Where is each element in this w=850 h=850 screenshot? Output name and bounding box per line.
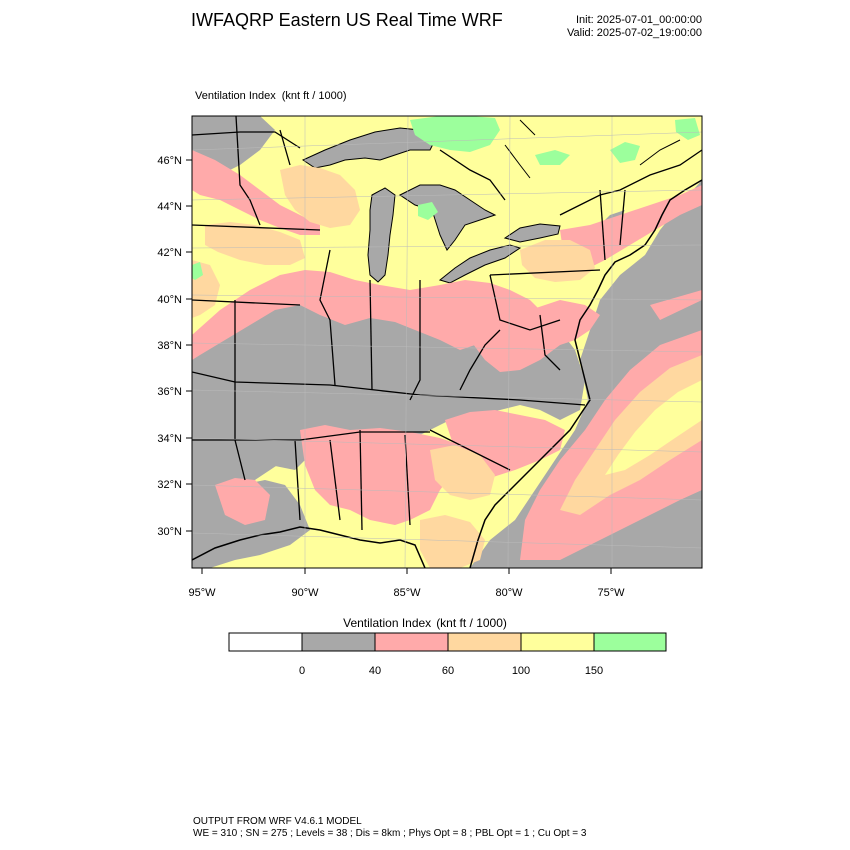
gray-zone-sw-ms [250, 425, 310, 470]
map-frame [191, 115, 703, 569]
lat-ticks [186, 159, 192, 532]
lon-label-90: 90°W [291, 587, 319, 599]
colorbar-swatch-3 [374, 632, 449, 652]
model-footer: OUTPUT FROM WRF V4.6.1 MODEL WE = 310 ; … [193, 816, 586, 840]
colorbar-tick-40: 40 [369, 665, 381, 677]
colorbar-tick-100: 100 [512, 665, 530, 677]
lon-label-75: 75°W [597, 587, 625, 599]
canada-border [192, 131, 702, 216]
lat-labels: 46°N 44°N 42°N 40°N 38°N 36°N 34°N 32°N … [157, 155, 182, 538]
map-field-label: Ventilation Index (knt ft / 1000) [195, 90, 347, 102]
colorbar-field-name: Ventilation Index [343, 616, 432, 630]
orange-zone-iowa [205, 222, 305, 265]
colorbar [228, 632, 667, 652]
lon-label-95: 95°W [188, 587, 216, 599]
green-zone-quebec [610, 142, 640, 163]
lon-label-85: 85°W [393, 587, 421, 599]
orange-zone-georgia [430, 445, 495, 500]
lake-huron [399, 184, 497, 251]
colorbar-tick-0: 0 [299, 665, 305, 677]
lake-erie [438, 244, 522, 284]
init-time: Init: 2025-07-01_00:00:00 [576, 14, 702, 26]
lat-label-46: 46°N [157, 155, 182, 167]
lat-label-34: 34°N [157, 433, 182, 445]
colorbar-swatch-6 [593, 632, 667, 652]
colorbar-swatch-2 [301, 632, 376, 652]
lat-label-42: 42°N [157, 247, 182, 259]
lat-label-44: 44°N [157, 201, 182, 213]
green-zone-east [675, 118, 700, 140]
green-zone-west [192, 262, 203, 280]
gulf-coastline [192, 526, 426, 568]
pink-zone-northwest [192, 150, 320, 235]
colorbar-swatch-4 [447, 632, 522, 652]
lake-ontario [503, 223, 561, 243]
green-zone-michigan [418, 202, 438, 220]
gulf-pink-zone [650, 290, 702, 320]
pink-zone-midwest [192, 270, 545, 360]
lon-label-80: 80°W [495, 587, 523, 599]
lat-label-40: 40°N [157, 294, 182, 306]
colorbar-units: (knt ft / 1000) [436, 616, 507, 630]
map-field-units: (knt ft / 1000) [281, 90, 347, 102]
colorbar-tick-60: 60 [442, 665, 454, 677]
lat-label-30: 30°N [157, 526, 182, 538]
ocean-orange-zone [560, 355, 702, 515]
figure-title: IWFAQRP Eastern US Real Time WRF [191, 10, 503, 30]
lake-superior [301, 127, 436, 169]
colorbar-swatch-5 [520, 632, 595, 652]
pink-zone-louisiana [215, 478, 270, 525]
lat-label-38: 38°N [157, 340, 182, 352]
pink-zone-alabama [300, 425, 460, 525]
graticule [192, 116, 702, 568]
timestamp-block: Init: 2025-07-01_00:00:00 Valid: 2025-07… [567, 14, 702, 40]
pink-zone-mid-atlantic [470, 300, 600, 372]
map-field-name: Ventilation Index [195, 90, 276, 102]
green-zone-canada-small [535, 150, 570, 165]
lake-michigan [367, 187, 396, 283]
valid-time: Valid: 2025-07-02_19:00:00 [567, 27, 702, 39]
state-borders [192, 116, 626, 531]
orange-zone-florida [420, 515, 485, 568]
footer-line-2: WE = 310 ; SN = 275 ; Levels = 38 ; Dis … [193, 828, 587, 839]
map-panel [192, 116, 702, 568]
colorbar-title: Ventilation Index (knt ft / 1000) [0, 616, 850, 630]
colorbar-tick-150: 150 [585, 665, 603, 677]
colorbar-ticks: 0 40 60 100 150 [299, 665, 603, 677]
lat-label-36: 36°N [157, 386, 182, 398]
lat-label-32: 32°N [157, 479, 182, 491]
lon-ticks [201, 568, 612, 574]
lon-labels: 95°W 90°W 85°W 80°W 75°W [188, 587, 625, 599]
green-zone-ontario [410, 116, 500, 152]
orange-zone-michigan [280, 165, 360, 228]
colorbar-swatch-1 [228, 632, 303, 652]
ocean-yellow-zone [605, 380, 702, 475]
footer-line-1: OUTPUT FROM WRF V4.6.1 MODEL [193, 816, 362, 827]
